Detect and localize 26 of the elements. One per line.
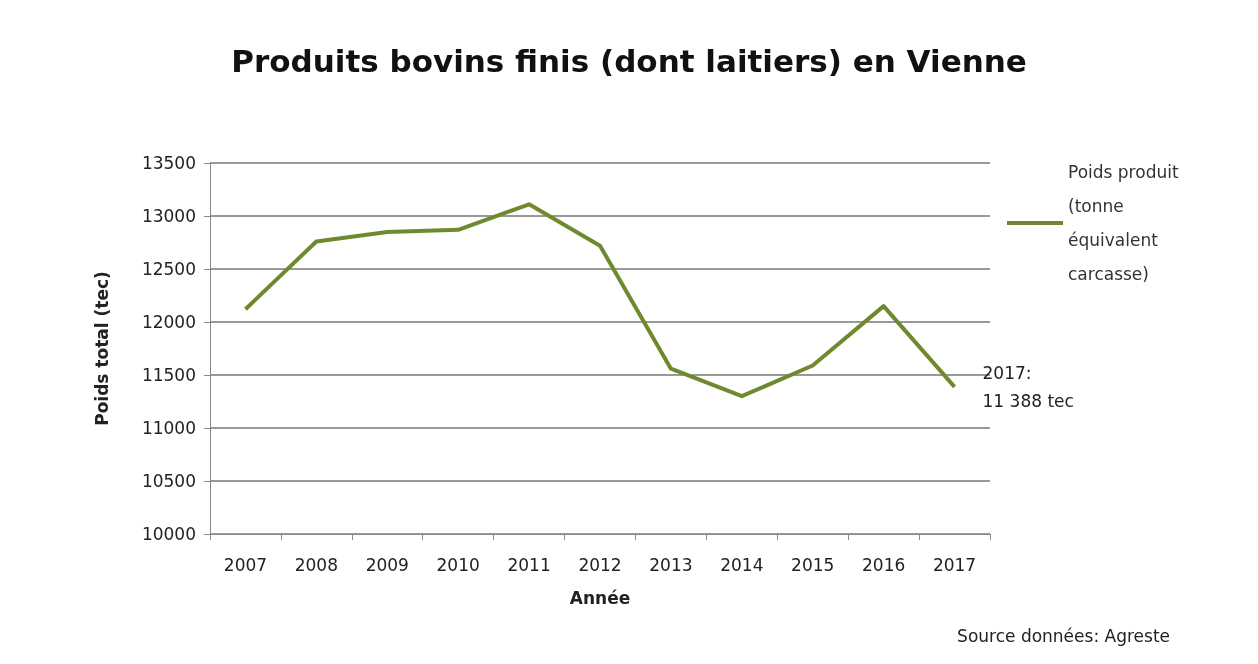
annotation: 2017: 11 388 tec <box>982 362 1074 411</box>
y-tick-label: 12500 <box>141 259 196 279</box>
x-tick-label: 2011 <box>507 554 551 575</box>
y-tick-label: 10500 <box>141 471 196 491</box>
legend-label: Poids produit (tonne équivalent carcasse) <box>1068 162 1184 284</box>
y-tick-label: 11500 <box>141 365 196 385</box>
x-tick-label: 2015 <box>791 554 835 575</box>
x-axis-title: Année <box>569 587 631 608</box>
chart-title: Produits bovins finis (dont laitiers) en Vienne <box>231 42 1027 79</box>
y-axis-title: Poids total (tec) <box>91 271 112 426</box>
x-tick-label: 2013 <box>649 554 693 575</box>
y-tick-label: 12000 <box>141 312 196 332</box>
x-tick-label: 2014 <box>720 554 764 575</box>
y-tick-label: 10000 <box>141 524 196 544</box>
y-tick-label: 13500 <box>141 153 196 173</box>
x-tick-label: 2016 <box>862 554 906 575</box>
x-tick-label: 2012 <box>578 554 622 575</box>
x-tick-label: 2010 <box>436 554 480 575</box>
y-tick-label: 11000 <box>141 418 196 438</box>
line-series <box>243 202 957 399</box>
y-tick-label: 13000 <box>141 206 196 226</box>
source-note: Source données: Agreste <box>957 625 1171 646</box>
x-tick-label: 2017 <box>932 554 977 575</box>
x-tick-label: 2009 <box>365 554 409 575</box>
x-tick-label: 2007 <box>223 554 268 575</box>
x-tick-label: 2008 <box>294 554 338 575</box>
